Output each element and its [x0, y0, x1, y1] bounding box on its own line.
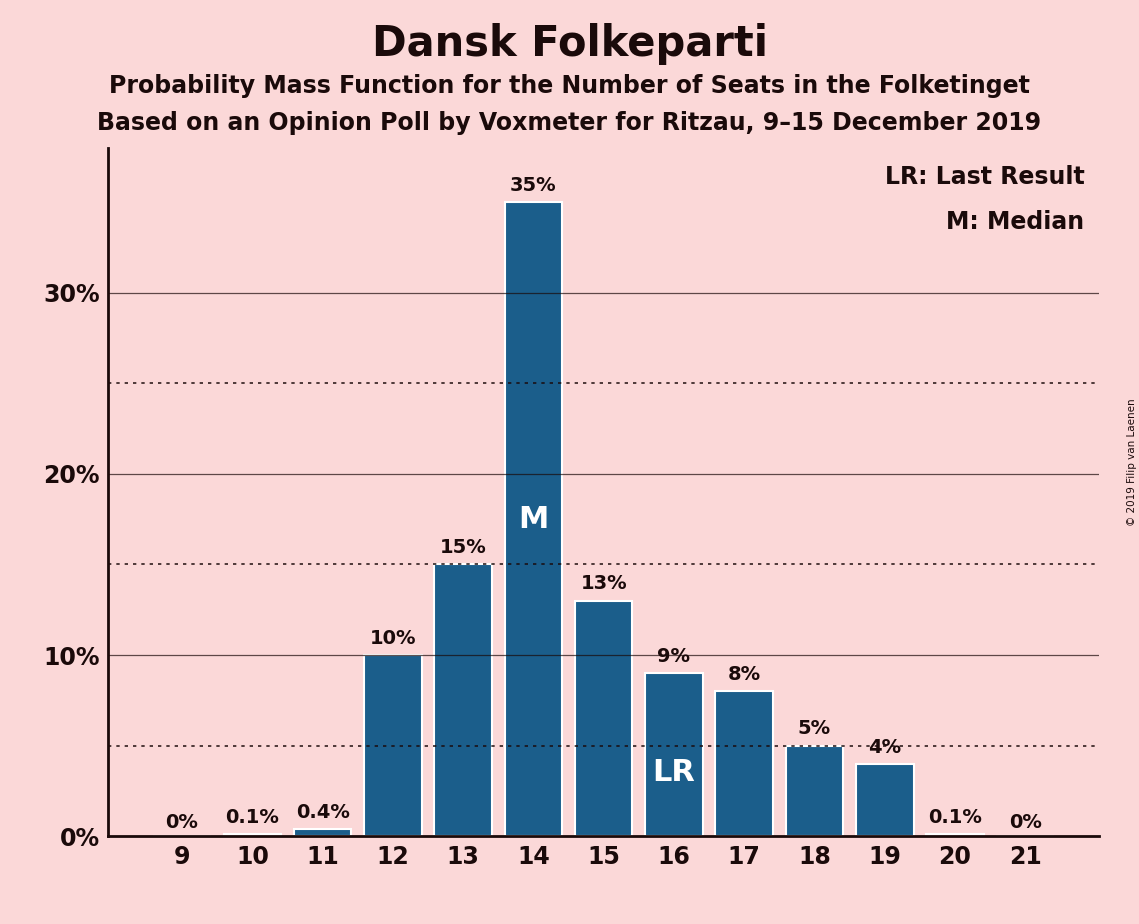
Bar: [575, 601, 632, 836]
Bar: [926, 834, 984, 836]
Bar: [715, 691, 773, 836]
Bar: [855, 764, 913, 836]
Text: LR: LR: [653, 759, 696, 787]
Text: 4%: 4%: [868, 737, 901, 757]
Text: 0.1%: 0.1%: [928, 808, 982, 827]
Bar: [505, 202, 563, 836]
Text: Probability Mass Function for the Number of Seats in the Folketinget: Probability Mass Function for the Number…: [109, 74, 1030, 98]
Text: 10%: 10%: [370, 629, 416, 648]
Text: 9%: 9%: [657, 647, 690, 666]
Text: 0%: 0%: [165, 813, 198, 832]
Text: 35%: 35%: [510, 176, 557, 195]
Text: 0.4%: 0.4%: [296, 803, 350, 821]
Text: 8%: 8%: [728, 665, 761, 684]
Text: M: Median: M: Median: [947, 210, 1084, 234]
Text: M: M: [518, 505, 549, 534]
Bar: [645, 674, 703, 836]
Text: 15%: 15%: [440, 539, 486, 557]
Bar: [294, 829, 352, 836]
Bar: [786, 746, 843, 836]
Text: 0.1%: 0.1%: [226, 808, 279, 827]
Bar: [434, 565, 492, 836]
Text: 13%: 13%: [581, 575, 626, 593]
Text: © 2019 Filip van Laenen: © 2019 Filip van Laenen: [1126, 398, 1137, 526]
Bar: [364, 655, 421, 836]
Text: 0%: 0%: [1009, 813, 1042, 832]
Bar: [223, 834, 281, 836]
Text: LR: Last Result: LR: Last Result: [885, 165, 1084, 189]
Text: Based on an Opinion Poll by Voxmeter for Ritzau, 9–15 December 2019: Based on an Opinion Poll by Voxmeter for…: [98, 111, 1041, 135]
Text: Dansk Folkeparti: Dansk Folkeparti: [371, 23, 768, 65]
Text: 5%: 5%: [798, 720, 831, 738]
